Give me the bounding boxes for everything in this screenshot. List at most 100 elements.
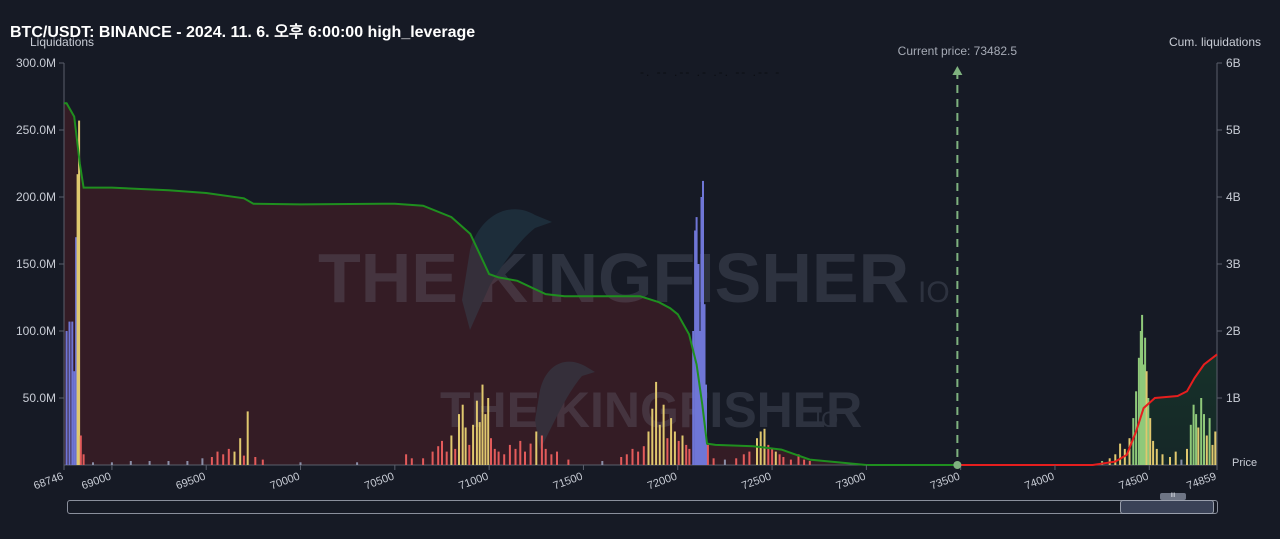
liquidation-bar bbox=[484, 414, 487, 465]
liquidation-bar bbox=[735, 458, 738, 465]
watermark-suffix-small: IO bbox=[815, 407, 838, 432]
liquidation-bar bbox=[1135, 391, 1138, 465]
liquidation-bar bbox=[550, 454, 553, 465]
liquidation-bar bbox=[461, 404, 464, 465]
liquidation-bar bbox=[222, 454, 225, 465]
liquidation-bar bbox=[468, 444, 471, 465]
liquidation-bar bbox=[450, 435, 453, 465]
short-liquidation-area bbox=[64, 103, 958, 465]
liquidation-bar bbox=[1189, 424, 1192, 465]
liquidation-bar bbox=[742, 454, 745, 465]
x-tick-label: 69500 bbox=[174, 471, 207, 493]
liquidation-bar bbox=[620, 457, 623, 465]
liquidation-bar bbox=[239, 438, 242, 465]
liquidation-bar bbox=[697, 264, 700, 465]
liquidation-bar bbox=[519, 440, 522, 465]
liquidation-bar bbox=[808, 461, 811, 465]
liquidation-bar bbox=[210, 457, 213, 465]
kingfisher-bird-icon bbox=[462, 209, 552, 330]
liquidation-bar bbox=[748, 451, 751, 465]
liquidation-bar bbox=[405, 454, 408, 465]
x-tick-label: 71000 bbox=[457, 471, 490, 493]
liquidation-bar bbox=[1203, 414, 1205, 465]
liquidation-bar bbox=[658, 424, 661, 465]
liquidation-bar bbox=[1114, 454, 1117, 465]
liquidation-bar bbox=[82, 454, 85, 465]
y-tick-label: 150.0M bbox=[16, 257, 56, 271]
liquidation-bar bbox=[481, 384, 484, 465]
liquidation-bar bbox=[1169, 457, 1171, 465]
liquidation-bar bbox=[1142, 364, 1145, 465]
liquidation-bar bbox=[782, 457, 785, 465]
liquidation-bar bbox=[774, 451, 777, 465]
y2-tick-label: 4B bbox=[1226, 190, 1241, 204]
liquidation-bar bbox=[705, 384, 707, 465]
x-tick-label: 73000 bbox=[835, 471, 868, 493]
liquidation-bar bbox=[445, 451, 448, 465]
y-tick-label: 100.0M bbox=[16, 324, 56, 338]
liquidation-bar bbox=[803, 459, 806, 465]
liquidation-bar bbox=[1147, 398, 1150, 465]
liquidation-bar bbox=[508, 444, 511, 465]
x-tick-label: 70000 bbox=[269, 471, 302, 493]
liquidation-bar bbox=[655, 381, 658, 465]
liquidation-bar bbox=[778, 454, 781, 465]
x-tick-label: 72500 bbox=[740, 471, 773, 493]
liquidation-bar bbox=[472, 424, 475, 465]
liquidation-bar bbox=[706, 444, 709, 465]
watermark-text-large: THE KINGFISHER bbox=[318, 239, 909, 317]
liquidation-bar bbox=[677, 440, 680, 465]
liquidation-bar bbox=[431, 451, 434, 465]
watermark-suffix-large: IO bbox=[918, 276, 950, 309]
long-liquidation-area bbox=[957, 354, 1217, 465]
current-price-dot bbox=[953, 461, 962, 469]
liquidation-bar bbox=[712, 458, 715, 465]
liquidation-bar bbox=[454, 448, 457, 465]
liquidation-bar bbox=[1200, 398, 1203, 465]
liquidation-bar bbox=[475, 400, 478, 465]
liquidation-bar bbox=[1128, 438, 1131, 465]
liquidation-bar bbox=[529, 443, 532, 465]
liquidation-bar bbox=[441, 440, 443, 465]
cumulative-regions bbox=[64, 103, 1217, 465]
liquidation-bar bbox=[767, 444, 770, 465]
liquidation-bar bbox=[65, 331, 68, 465]
liquidation-bar bbox=[92, 462, 94, 465]
range-scrollbar-grip[interactable]: III bbox=[1160, 493, 1186, 500]
liquidation-bar bbox=[703, 304, 706, 465]
range-scrollbar-thumb[interactable] bbox=[1120, 500, 1214, 514]
y-axis-label-right: Cum. liquidations bbox=[1168, 35, 1261, 49]
liquidation-bar bbox=[1214, 431, 1217, 465]
liquidation-bar bbox=[1197, 427, 1200, 465]
y-tick-label: 50.0M bbox=[23, 391, 56, 405]
liquidation-bar bbox=[497, 451, 500, 465]
liquidation-bar bbox=[789, 459, 792, 465]
liquidation-bar bbox=[723, 459, 726, 465]
liquidation-bar bbox=[1192, 404, 1195, 465]
liquidation-bar bbox=[464, 427, 467, 465]
liquidation-bar bbox=[567, 459, 570, 465]
liquidation-bar bbox=[695, 217, 698, 465]
liquidation-bar bbox=[1205, 435, 1208, 465]
liquidation-bar bbox=[1149, 418, 1152, 465]
legend-placeholder-dashes: -. -- .-- .- .-. -- .-- - bbox=[640, 65, 779, 79]
liquidation-bar bbox=[759, 431, 762, 465]
watermark-logo: THE KINGFISHER IO THE KINGFISHER IO bbox=[318, 209, 950, 450]
liquidation-bar bbox=[651, 408, 654, 465]
range-scrollbar-track[interactable] bbox=[67, 500, 1218, 514]
liquidation-bar bbox=[1161, 454, 1164, 465]
liquidation-bar bbox=[688, 448, 691, 465]
kingfisher-bird-icon-small bbox=[535, 361, 595, 450]
liquidation-bar bbox=[1211, 444, 1214, 465]
liquidation-bar bbox=[487, 398, 490, 465]
liquidation-bar bbox=[1195, 414, 1198, 465]
liquidation-bar bbox=[1139, 331, 1142, 465]
x-tick-label: 71500 bbox=[552, 471, 585, 493]
liquidation-bar bbox=[666, 438, 669, 465]
liquidation-bar bbox=[631, 448, 634, 465]
liquidation-bar bbox=[692, 331, 695, 465]
liquidation-bar bbox=[227, 448, 230, 465]
liquidation-bar bbox=[490, 438, 492, 465]
liquidation-bar bbox=[503, 454, 506, 465]
